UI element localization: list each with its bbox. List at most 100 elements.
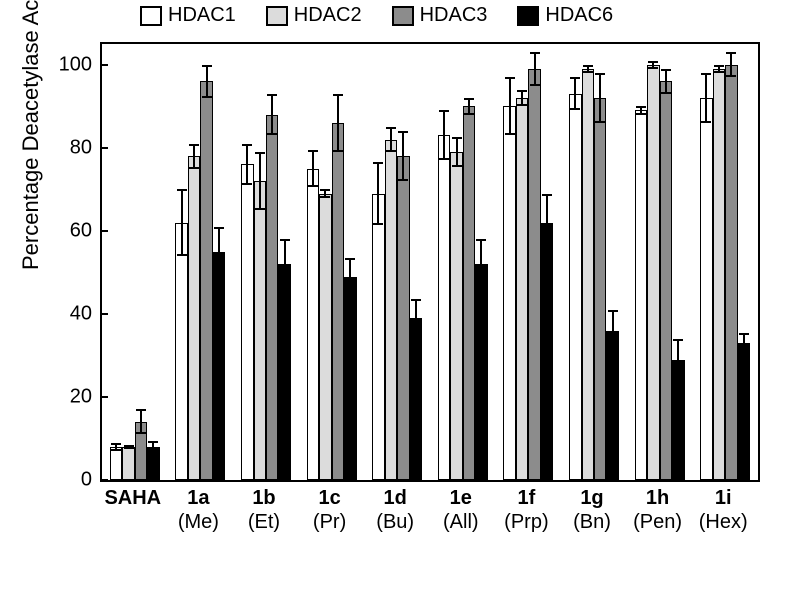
error-bar [730,52,732,77]
error-bar [140,409,142,434]
bar [503,106,515,480]
error-bar [443,110,445,160]
bar-group [564,44,623,480]
x-tick-sub: (All) [428,510,494,534]
error-bar [337,94,339,152]
x-tick-sub: (Bu) [362,510,428,534]
bar-group [368,44,427,480]
bar [332,123,344,480]
bar-group [302,44,361,480]
plot-area [100,42,760,482]
legend-swatch [392,6,414,26]
y-tick-label: 40 [42,302,92,325]
x-tick-label: 1a(Me) [166,486,232,534]
x-tick-main: 1e [428,486,494,510]
x-tick-main: 1h [625,486,691,510]
y-tick-label: 20 [42,385,92,408]
error-bar [509,77,511,135]
bar [278,264,290,480]
bar [122,447,134,480]
bar [438,135,450,480]
legend-item: HDAC6 [517,4,613,27]
bar [528,69,540,480]
error-bar [218,227,220,277]
y-tick-mark [100,230,108,232]
bar [266,115,278,480]
bar [606,331,618,480]
bar [213,252,225,480]
bar [372,194,384,481]
error-bar [349,258,351,295]
error-bar [599,73,601,123]
error-bar [415,299,417,336]
bar [110,447,122,480]
error-bar [246,144,248,186]
x-tick-main: 1c [297,486,363,510]
bar [463,106,475,480]
x-tick-label: 1b(Et) [231,486,297,534]
error-bar [718,65,720,73]
error-bar [181,189,183,255]
error-bar [284,239,286,289]
error-bar [652,61,654,69]
y-tick-label: 100 [42,53,92,76]
y-tick-label: 80 [42,136,92,159]
error-bar [193,144,195,169]
error-bar [480,239,482,289]
x-tick-sub: (Bn) [559,510,625,534]
error-bar [521,90,523,107]
legend: HDAC1 HDAC2 HDAC3 HDAC6 [140,4,760,27]
bar-group [171,44,230,480]
y-tick-mark [100,313,108,315]
error-bar [612,310,614,352]
y-tick-label: 60 [42,219,92,242]
x-tick-main: 1g [559,486,625,510]
error-bar [152,441,154,453]
bar [660,81,672,480]
legend-label: HDAC2 [294,4,362,27]
error-bar [402,131,404,181]
bar [397,156,409,480]
error-bar [115,443,117,451]
x-tick-sub: (Pen) [625,510,691,534]
bar [700,98,712,480]
x-tick-sub: (Pr) [297,510,363,534]
legend-label: HDAC3 [420,4,488,27]
bar [319,194,331,481]
bar-group [696,44,755,480]
error-bar [377,162,379,224]
x-tick-label: 1e(All) [428,486,494,534]
bar [541,223,553,480]
bar [725,65,737,480]
x-tick-sub: (Et) [231,510,297,534]
bar [516,98,528,480]
error-bar [574,77,576,110]
bar [594,98,606,480]
bar [635,110,647,480]
bar [254,181,266,480]
y-axis-label: Percentage Deacetylase Activity [18,0,44,270]
bar [241,164,253,480]
error-bar [665,69,667,94]
legend-swatch [266,6,288,26]
x-tick-sub: (Hex) [690,510,756,534]
legend-item: HDAC1 [140,4,236,27]
legend-swatch [517,6,539,26]
bar [344,277,356,480]
bar [475,264,487,480]
bar [307,169,319,480]
bars-layer [102,44,758,480]
legend-swatch [140,6,162,26]
error-bar [677,339,679,381]
bar [188,156,200,480]
bar [385,140,397,480]
chart-container: HDAC1 HDAC2 HDAC3 HDAC6 Percentage Deacetyl… [0,0,800,594]
x-tick-main: 1i [690,486,756,510]
error-bar [206,65,208,98]
bar [569,94,581,480]
x-tick-main: 1d [362,486,428,510]
bar [410,318,422,480]
error-bar [640,106,642,114]
error-bar [705,73,707,123]
y-tick-mark [100,64,108,66]
